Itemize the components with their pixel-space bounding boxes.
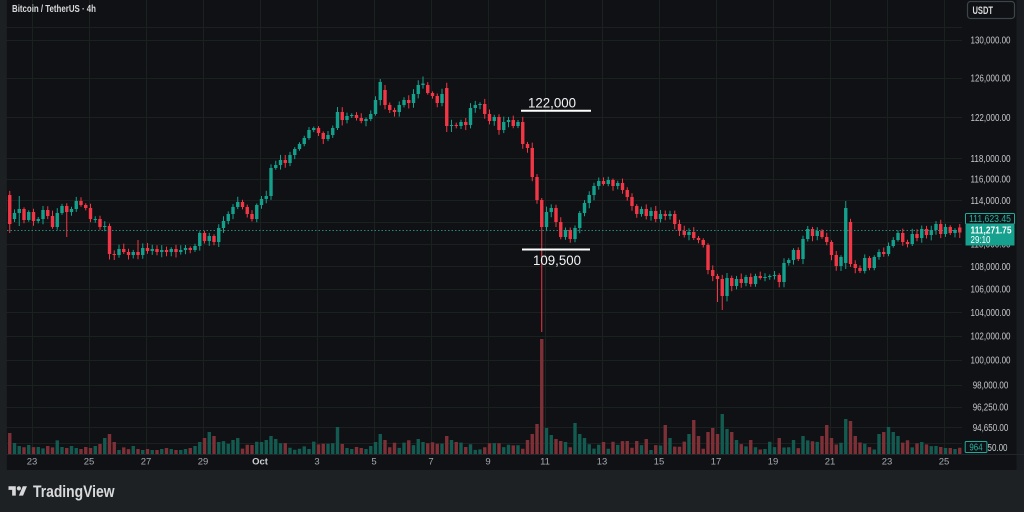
svg-text:50.00: 50.00 xyxy=(988,443,1008,454)
svg-text:122,000.00: 122,000.00 xyxy=(971,113,1011,124)
svg-text:98,000.00: 98,000.00 xyxy=(973,380,1009,391)
svg-text:126,000.00: 126,000.00 xyxy=(971,74,1011,85)
svg-text:118,000.00: 118,000.00 xyxy=(971,154,1011,165)
svg-text:94,650.00: 94,650.00 xyxy=(973,423,1009,434)
svg-text:13: 13 xyxy=(597,457,608,468)
svg-text:23: 23 xyxy=(27,457,38,468)
svg-text:3: 3 xyxy=(314,457,319,468)
svg-text:106,000.00: 106,000.00 xyxy=(971,285,1011,296)
svg-text:96,250.00: 96,250.00 xyxy=(973,402,1009,413)
svg-text:21: 21 xyxy=(825,457,836,468)
svg-text:5: 5 xyxy=(371,457,376,468)
svg-text:11: 11 xyxy=(540,457,550,468)
svg-text:122,000: 122,000 xyxy=(528,94,576,110)
svg-text:25: 25 xyxy=(84,457,95,468)
svg-text:114,000.00: 114,000.00 xyxy=(971,196,1011,207)
svg-text:109,500: 109,500 xyxy=(533,252,581,268)
svg-text:TradingView: TradingView xyxy=(33,483,115,501)
svg-text:15: 15 xyxy=(654,457,665,468)
svg-text:23: 23 xyxy=(882,457,893,468)
svg-text:130,000.00: 130,000.00 xyxy=(971,36,1011,47)
svg-text:100,000.00: 100,000.00 xyxy=(971,356,1011,367)
svg-text:19: 19 xyxy=(768,457,779,468)
svg-text:29: 29 xyxy=(198,457,209,468)
svg-text:Oct: Oct xyxy=(252,457,269,468)
svg-text:102,000.00: 102,000.00 xyxy=(971,332,1011,343)
svg-text:7: 7 xyxy=(428,457,433,468)
svg-text:116,000.00: 116,000.00 xyxy=(971,175,1011,186)
svg-text:25: 25 xyxy=(939,457,950,468)
svg-text:9: 9 xyxy=(485,457,490,468)
svg-text:17: 17 xyxy=(711,457,722,468)
svg-text:964: 964 xyxy=(969,442,983,453)
svg-text:29:10: 29:10 xyxy=(971,235,991,246)
svg-text:111,271.75: 111,271.75 xyxy=(971,225,1012,237)
svg-text:27: 27 xyxy=(141,457,152,468)
svg-text:104,000.00: 104,000.00 xyxy=(971,308,1011,319)
svg-text:108,000.00: 108,000.00 xyxy=(971,262,1011,273)
svg-text:111,623.45: 111,623.45 xyxy=(969,214,1011,225)
svg-text:USDT: USDT xyxy=(973,5,994,17)
svg-text:Bitcoin / TetherUS · 4h: Bitcoin / TetherUS · 4h xyxy=(12,4,96,15)
